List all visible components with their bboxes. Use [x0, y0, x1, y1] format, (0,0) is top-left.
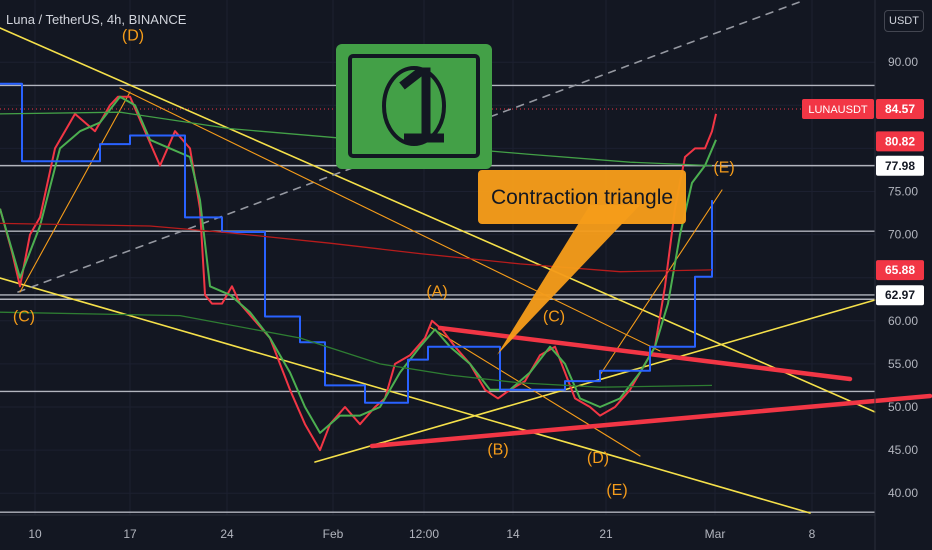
- wave-label: (A): [426, 284, 447, 301]
- price-tag-value: 84.57: [885, 102, 915, 116]
- trendline-orange-e[interactable]: [429, 326, 641, 457]
- price-tag-value: 77.98: [885, 159, 915, 173]
- wave-label: (E): [606, 482, 627, 499]
- x-tick-label: 10: [28, 527, 42, 541]
- series-line-5: [0, 311, 713, 388]
- wave-label: (B): [487, 441, 508, 458]
- x-tick-label: 14: [506, 527, 520, 541]
- y-tick-label: 45.00: [888, 443, 918, 457]
- callout-text: Contraction triangle: [491, 186, 673, 209]
- symbol-title: Luna / TetherUS, 4h, BINANCE: [6, 12, 187, 27]
- x-tick-label: 21: [599, 527, 613, 541]
- wave-label: (D): [587, 450, 609, 467]
- x-tick-label: 24: [220, 527, 234, 541]
- wave-label: (E): [713, 159, 734, 176]
- trendline-orange-rise[interactable]: [599, 189, 723, 376]
- currency-button[interactable]: USDT: [884, 10, 924, 32]
- triangle-lower-line[interactable]: [369, 393, 932, 449]
- x-tick-label: 8: [809, 527, 816, 541]
- price-tag: [876, 155, 924, 176]
- y-tick-label: 90.00: [888, 55, 918, 69]
- price-tag: [876, 260, 924, 281]
- x-tick-label: 17: [123, 527, 137, 541]
- callout-box[interactable]: [478, 170, 686, 224]
- triangle-upper-line[interactable]: [437, 325, 853, 382]
- price-tag: [876, 131, 924, 152]
- price-tag: [876, 99, 924, 119]
- money-icon-circle: [382, 66, 446, 146]
- callout-pointer: [497, 205, 640, 355]
- trendline-orange-c[interactable]: [19, 91, 131, 293]
- trendline-orange-d[interactable]: [119, 87, 661, 352]
- wave-label: (C): [13, 309, 35, 326]
- wave-label: (C): [543, 309, 565, 326]
- x-tick-label: Mar: [705, 527, 726, 541]
- series-line-0: [0, 95, 717, 452]
- y-tick-label: 75.00: [888, 184, 918, 198]
- y-tick-label: 70.00: [888, 228, 918, 242]
- price-tag-value: 62.97: [885, 288, 915, 302]
- series-line-2: [0, 82, 713, 404]
- wave-label: (D): [122, 28, 144, 45]
- trendline-yellow-upper[interactable]: [0, 27, 876, 413]
- price-tag-value: 65.88: [885, 263, 915, 277]
- money-icon-numeral: [399, 67, 444, 143]
- x-tick-label: Feb: [323, 527, 344, 541]
- price-tag: [876, 285, 924, 306]
- y-tick-label: 55.00: [888, 357, 918, 371]
- price-tag-symbol: [802, 99, 874, 119]
- price-tag-value: 80.82: [885, 134, 915, 148]
- money-icon: [336, 44, 492, 169]
- money-icon-frame: [348, 54, 480, 158]
- y-tick-label: 60.00: [888, 314, 918, 328]
- trendline-yellow-lower[interactable]: [0, 277, 811, 514]
- series-line-3: [0, 222, 713, 273]
- y-tick-label: 40.00: [888, 486, 918, 500]
- y-tick-label: 50.00: [888, 400, 918, 414]
- price-tag-symbol-text: LUNAUSDT: [808, 104, 868, 116]
- series-line-1: [0, 95, 717, 434]
- x-tick-label: 12:00: [409, 527, 439, 541]
